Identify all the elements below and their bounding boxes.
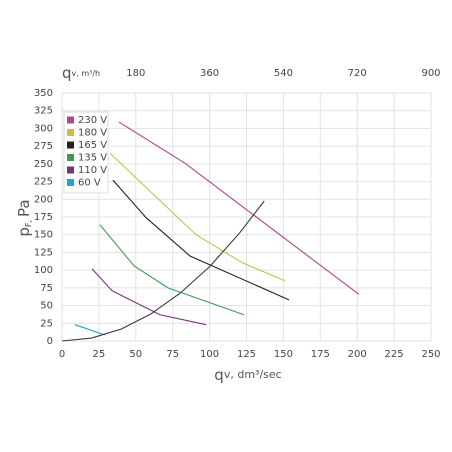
y-tick-label: 300 <box>34 123 53 134</box>
legend-label: 230 V <box>78 115 107 126</box>
legend-label: 180 V <box>78 128 107 139</box>
x-tick-label: 125 <box>237 349 256 360</box>
y-tick-label: 250 <box>34 159 53 170</box>
label-main: q <box>62 64 72 82</box>
x-tick-label: 0 <box>59 349 65 360</box>
y-tick-label: 175 <box>34 212 53 223</box>
y-tick-label: 200 <box>34 194 53 205</box>
series-line <box>91 268 207 326</box>
top-tick-label: 720 <box>348 68 367 79</box>
y-tick-label: 50 <box>40 301 53 312</box>
y-tick-label: 0 <box>47 336 53 347</box>
x-tick-label: 200 <box>348 349 367 360</box>
series-line <box>74 324 106 336</box>
legend-label: 60 V <box>78 178 101 189</box>
series-line <box>109 152 286 282</box>
series-line <box>61 200 265 342</box>
x-tick-label: 250 <box>421 349 440 360</box>
label-rest: v, dm³/sec <box>224 368 282 381</box>
label-unit: Pa <box>15 199 33 217</box>
y-tick-label: 100 <box>34 265 53 276</box>
y-tick-label: 275 <box>34 141 53 152</box>
series-line <box>112 179 290 301</box>
legend-label: 165 V <box>78 140 107 151</box>
top-tick-label: 900 <box>421 68 440 79</box>
label-main: q <box>214 366 224 384</box>
legend-swatch <box>67 154 74 161</box>
y-axis-label: pF, Pa <box>15 199 33 236</box>
legend-label: 110 V <box>78 165 107 176</box>
x-tick-label: 50 <box>129 349 142 360</box>
label-sub: F, <box>24 220 33 227</box>
y-tick-label: 150 <box>34 230 53 241</box>
legend-swatch <box>67 141 74 149</box>
legend-swatch <box>67 166 74 174</box>
label-main: p <box>15 227 33 237</box>
series-line <box>99 224 245 316</box>
top-tick-label: 360 <box>200 68 219 79</box>
series-line <box>118 121 360 295</box>
x-tick-label: 25 <box>93 349 106 360</box>
y-tick-label: 325 <box>34 106 53 117</box>
y-tick-label: 225 <box>34 177 53 188</box>
top-tick-label: 180 <box>126 68 145 79</box>
top-tick-label: 540 <box>274 68 293 79</box>
y-tick-label: 350 <box>34 88 53 99</box>
legend-label: 135 V <box>78 153 107 164</box>
y-tick-label: 125 <box>34 247 53 258</box>
x-tick-label: 75 <box>166 349 179 360</box>
legend-swatch <box>67 129 74 136</box>
label-rest: v, m³/h <box>72 69 101 78</box>
x-axis-label: qv, dm³/sec <box>214 366 281 384</box>
x-tick-label: 225 <box>385 349 404 360</box>
y-tick-label: 75 <box>40 283 53 294</box>
top-axis-label: qv, m³/h <box>62 64 100 82</box>
legend-swatch <box>67 179 74 186</box>
x-tick-label: 150 <box>274 349 293 360</box>
legend-swatch <box>67 116 74 124</box>
x-tick-label: 175 <box>311 349 330 360</box>
x-tick-label: 100 <box>200 349 219 360</box>
y-tick-label: 25 <box>40 318 53 329</box>
